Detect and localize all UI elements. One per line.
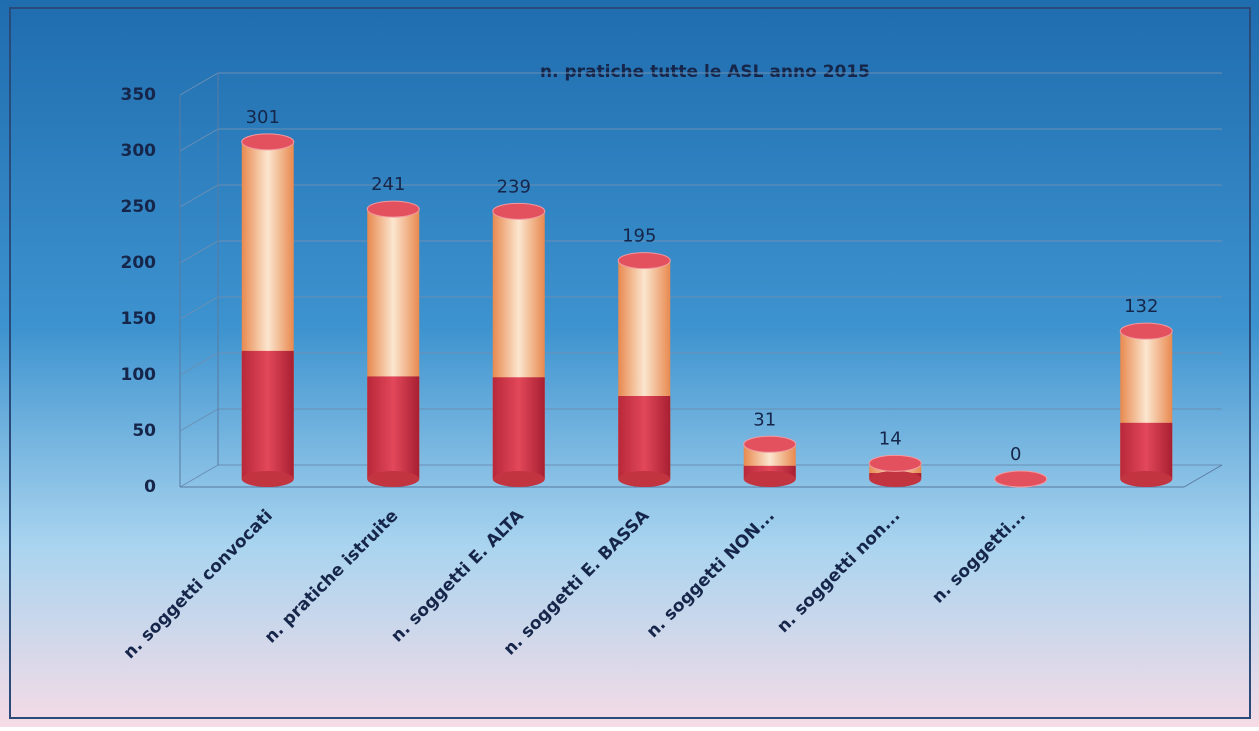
bar-bottom xyxy=(1120,471,1173,487)
bar-top xyxy=(366,200,420,218)
chart-border xyxy=(9,7,1251,719)
bar-bottom xyxy=(241,471,294,487)
y-tick-label: 0 xyxy=(144,477,156,497)
bar-lower xyxy=(367,376,420,479)
y-tick-label: 250 xyxy=(121,197,157,217)
data-label: 195 xyxy=(622,226,656,247)
bar-top xyxy=(1119,322,1173,340)
data-label: 301 xyxy=(246,107,280,128)
data-label: 132 xyxy=(1124,296,1158,317)
bar-bottom xyxy=(869,471,922,487)
bar-top xyxy=(241,133,295,151)
y-tick-label: 350 xyxy=(121,85,157,105)
y-tick-label: 100 xyxy=(121,365,157,385)
bar-lower xyxy=(492,377,545,479)
bar-top xyxy=(994,470,1048,488)
data-label: 0 xyxy=(1010,444,1021,465)
data-label: 239 xyxy=(497,176,531,197)
bar-bottom xyxy=(367,471,420,487)
bar-lower xyxy=(1120,422,1173,479)
y-tick-label: 50 xyxy=(132,421,156,441)
bar-top xyxy=(868,454,922,472)
bar-bottom xyxy=(743,471,796,487)
bar-top xyxy=(492,202,546,220)
bar-top xyxy=(743,435,797,453)
bar-lower xyxy=(618,396,671,479)
bar-bottom xyxy=(492,471,545,487)
y-tick-label: 150 xyxy=(121,309,157,329)
y-tick-label: 300 xyxy=(121,141,157,161)
floor-edge xyxy=(1183,464,1223,488)
y-tick-label: 200 xyxy=(121,253,157,273)
data-label: 241 xyxy=(371,174,405,195)
data-label: 31 xyxy=(753,409,776,430)
bar-top xyxy=(617,252,671,270)
chart-title: n. pratiche tutte le ASL anno 2015 xyxy=(540,62,870,82)
bar-lower xyxy=(241,350,294,479)
bar-bottom xyxy=(618,471,671,487)
data-label: 14 xyxy=(879,428,902,449)
